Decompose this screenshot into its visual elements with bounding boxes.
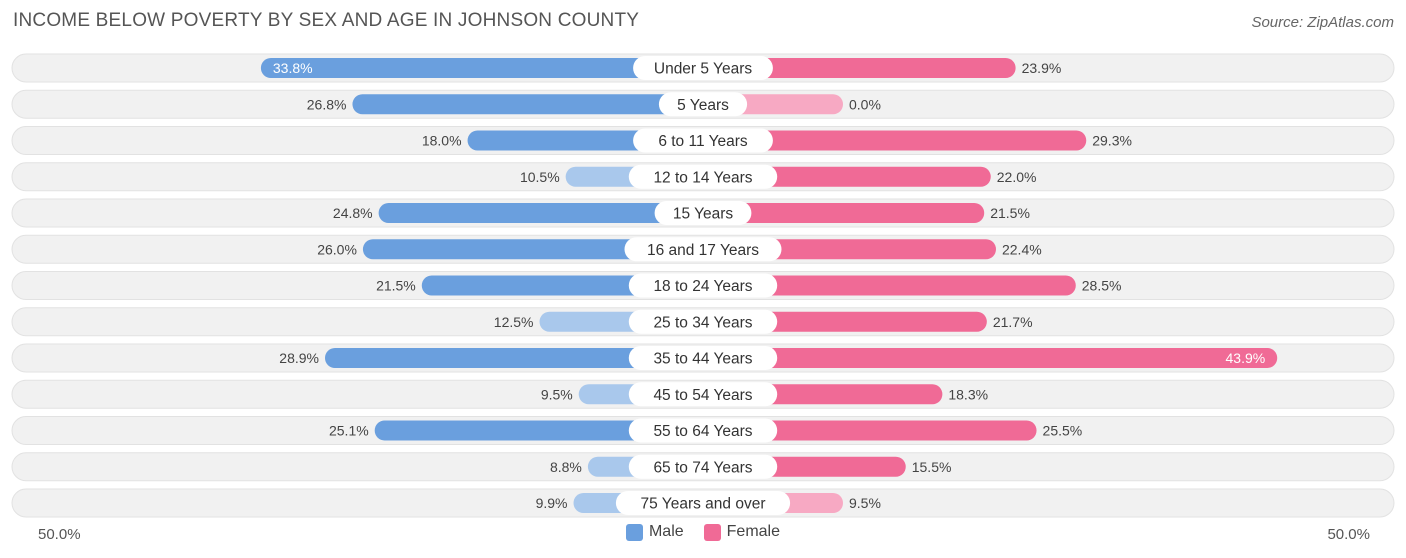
category-label-6-to-11-years: 6 to 11 Years: [658, 133, 748, 150]
category-label-75-years-and-over: 75 Years and over: [641, 496, 766, 513]
source-label: Source: ZipAtlas.com: [1251, 14, 1394, 31]
category-label-16-and-17-years: 16 and 17 Years: [647, 242, 759, 259]
axis-min-label: 50.0%: [38, 526, 81, 543]
bar-female-18-to-24-years: [703, 275, 1076, 296]
value-label-male-65-to-74-years: 8.8%: [550, 459, 582, 475]
value-label-female-15-years: 21.5%: [990, 205, 1030, 221]
value-label-female-55-to-64-years: 25.5%: [1043, 423, 1083, 439]
bar-male-under-5-years: [260, 58, 703, 78]
legend-item-female[interactable]: Female: [703, 523, 781, 541]
category-pill-65-to-74-years: [628, 454, 778, 479]
bar-female-55-to-64-years: [703, 420, 1037, 441]
value-label-female-75-years-and-over: 9.5%: [849, 495, 881, 511]
category-label-12-to-14-years: 12 to 14 Years: [653, 169, 752, 186]
value-label-female-6-to-11-years: 29.3%: [1092, 133, 1132, 149]
category-pill-55-to-64-years: [628, 418, 778, 443]
legend: Male Female: [0, 523, 1406, 541]
value-label-female-45-to-54-years: 18.3%: [948, 386, 988, 402]
chart-title: INCOME BELOW POVERTY BY SEX AND AGE IN J…: [13, 10, 640, 31]
value-label-female-16-and-17-years: 22.4%: [1002, 241, 1042, 257]
legend-label-male: Male: [648, 523, 684, 540]
category-pill-6-to-11-years: [633, 128, 773, 153]
bar-female-under-5-years: [703, 58, 1016, 78]
category-label-5-years: 5 Years: [677, 97, 729, 114]
value-label-male-35-to-44-years: 28.9%: [279, 350, 319, 366]
category-label-15-years: 15 Years: [673, 206, 734, 223]
value-label-male-12-to-14-years: 10.5%: [520, 169, 560, 185]
category-label-55-to-64-years: 55 to 64 Years: [653, 423, 752, 440]
value-label-male-55-to-64-years: 25.1%: [329, 423, 369, 439]
value-label-male-45-to-54-years: 9.5%: [541, 386, 573, 402]
value-label-male-5-years: 26.8%: [307, 96, 347, 112]
value-label-female-25-to-34-years: 21.7%: [993, 314, 1033, 330]
value-label-female-5-years: 0.0%: [849, 96, 881, 112]
value-label-male-18-to-24-years: 21.5%: [376, 278, 416, 294]
value-label-male-75-years-and-over: 9.9%: [536, 495, 568, 511]
value-label-female-65-to-74-years: 15.5%: [912, 459, 952, 475]
bar-male-35-to-44-years: [324, 348, 703, 368]
value-label-male-under-5-years: 33.8%: [273, 60, 313, 76]
category-pill-12-to-14-years: [628, 164, 778, 189]
bar-male-55-to-64-years: [374, 420, 703, 441]
category-pill-15-years: [654, 201, 752, 225]
category-label-35-to-44-years: 35 to 44 Years: [653, 351, 752, 368]
category-pill-75-years-and-over: [615, 491, 791, 515]
bar-male-15-years: [378, 203, 703, 223]
bar-female-35-to-44-years: [703, 348, 1278, 368]
legend-swatch-male: [625, 523, 643, 541]
category-label-18-to-24-years: 18 to 24 Years: [653, 278, 752, 295]
bar-male-5-years: [352, 94, 703, 115]
value-label-male-16-and-17-years: 26.0%: [317, 241, 357, 257]
category-pill-under-5-years: [633, 56, 773, 80]
legend-item-male[interactable]: Male: [625, 523, 684, 541]
category-pill-18-to-24-years: [628, 273, 778, 298]
category-pill-35-to-44-years: [628, 346, 778, 370]
category-pill-25-to-34-years: [628, 309, 778, 334]
legend-label-female: Female: [726, 523, 781, 540]
category-label-45-to-54-years: 45 to 54 Years: [653, 387, 752, 404]
value-label-male-15-years: 24.8%: [333, 205, 373, 221]
category-pill-45-to-54-years: [628, 382, 778, 407]
value-label-female-12-to-14-years: 22.0%: [997, 169, 1037, 185]
category-label-65-to-74-years: 65 to 74 Years: [653, 459, 752, 476]
value-label-male-25-to-34-years: 12.5%: [494, 314, 534, 330]
value-label-male-6-to-11-years: 18.0%: [422, 133, 462, 149]
category-label-25-to-34-years: 25 to 34 Years: [653, 314, 752, 331]
chart-area: 33.8% 23.9% Under 5 Years 26.8% 0.0% 5 Years 1…: [11, 53, 1395, 518]
axis-max-label: 50.0%: [1327, 526, 1370, 543]
bar-female-15-years: [703, 203, 985, 223]
category-label-under-5-years: Under 5 Years: [654, 61, 752, 78]
category-pill-5-years: [658, 92, 748, 117]
bar-male-16-and-17-years: [362, 239, 703, 260]
value-label-female-under-5-years: 23.9%: [1022, 60, 1062, 76]
legend-swatch-female: [703, 523, 721, 541]
value-label-female-18-to-24-years: 28.5%: [1082, 278, 1122, 294]
bar-female-6-to-11-years: [703, 130, 1087, 151]
category-pill-16-and-17-years: [624, 237, 782, 262]
value-label-female-35-to-44-years: 43.9%: [1226, 350, 1266, 366]
